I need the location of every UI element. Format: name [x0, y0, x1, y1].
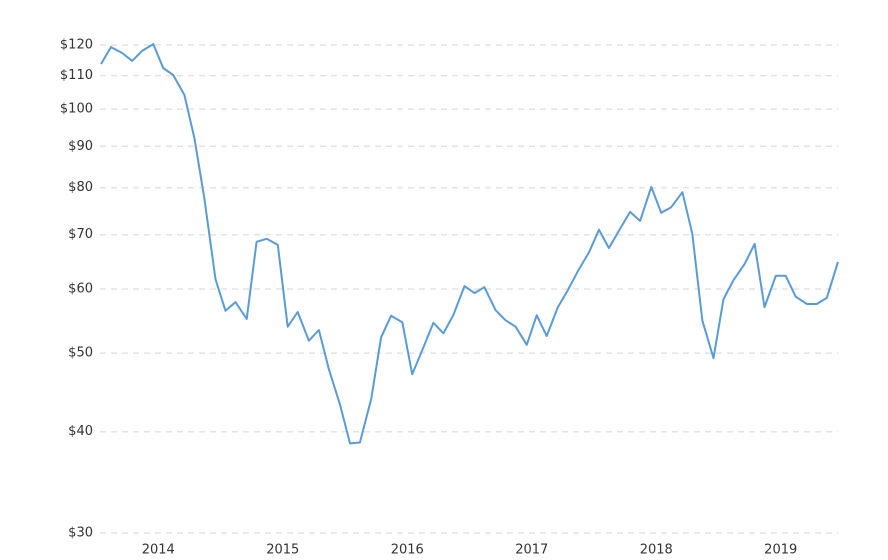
- x-tick-label: 2018: [640, 543, 673, 558]
- y-tick-label: $50: [68, 346, 93, 361]
- y-tick-label: $80: [68, 180, 93, 195]
- x-tick-label: 2014: [142, 543, 175, 558]
- y-tick-label: $110: [60, 68, 93, 83]
- y-tick-label: $120: [60, 38, 93, 53]
- y-tick-label: $70: [68, 227, 93, 242]
- x-tick-label: 2017: [515, 543, 548, 558]
- y-tick-label: $100: [60, 102, 93, 117]
- x-tick-label: 2016: [391, 543, 424, 558]
- y-tick-label: $90: [68, 139, 93, 154]
- x-tick-label: 2015: [266, 543, 299, 558]
- y-tick-label: $40: [68, 424, 93, 439]
- y-tick-label: $60: [68, 282, 93, 297]
- x-tick-label: 2019: [764, 543, 797, 558]
- y-tick-label: $30: [68, 526, 93, 541]
- price-line: [100, 43, 839, 445]
